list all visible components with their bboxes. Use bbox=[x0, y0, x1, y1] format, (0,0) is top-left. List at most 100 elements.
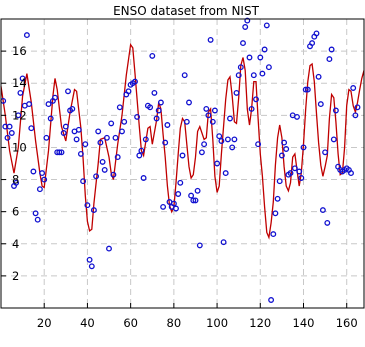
y-tick-label: 4 bbox=[12, 237, 19, 251]
data-points-series bbox=[0, 17, 361, 303]
data-point bbox=[237, 64, 244, 71]
data-point bbox=[332, 107, 339, 114]
data-point bbox=[322, 149, 329, 156]
y-tick-label: 12 bbox=[12, 108, 27, 122]
data-point bbox=[39, 170, 46, 177]
data-point bbox=[263, 22, 270, 29]
data-point bbox=[231, 136, 238, 143]
data-point bbox=[235, 72, 242, 79]
data-point bbox=[75, 126, 82, 133]
data-point bbox=[108, 120, 115, 127]
data-point bbox=[170, 200, 177, 207]
data-point bbox=[229, 144, 236, 151]
data-point bbox=[47, 115, 54, 122]
data-point bbox=[265, 64, 272, 71]
data-point bbox=[328, 46, 335, 53]
data-point bbox=[93, 173, 100, 180]
data-point bbox=[103, 134, 110, 141]
data-point bbox=[97, 139, 104, 146]
plot-frame bbox=[0, 18, 365, 309]
data-point bbox=[194, 187, 201, 194]
data-point bbox=[41, 176, 48, 183]
data-point bbox=[261, 46, 268, 53]
data-point bbox=[82, 141, 89, 148]
data-point bbox=[112, 134, 119, 141]
data-point bbox=[309, 40, 316, 47]
data-point bbox=[203, 105, 210, 112]
data-point bbox=[8, 130, 15, 136]
data-point bbox=[88, 263, 95, 270]
data-point bbox=[151, 89, 158, 96]
data-point bbox=[224, 136, 231, 143]
data-point bbox=[162, 139, 169, 146]
x-tick-label: 100 bbox=[206, 316, 228, 330]
data-point bbox=[138, 147, 145, 154]
data-point bbox=[69, 105, 76, 112]
data-point bbox=[173, 205, 179, 212]
data-point bbox=[179, 152, 186, 159]
fit-line-series bbox=[0, 42, 365, 240]
chart-title: ENSO dataset from NIST bbox=[113, 4, 259, 18]
data-point bbox=[177, 179, 184, 186]
data-point bbox=[140, 175, 147, 181]
data-point bbox=[270, 231, 277, 238]
x-tick-label: 80 bbox=[167, 316, 182, 330]
data-point bbox=[315, 73, 322, 80]
data-point bbox=[116, 104, 123, 111]
data-point bbox=[4, 134, 11, 141]
data-point bbox=[90, 207, 97, 214]
data-point bbox=[281, 139, 288, 146]
data-point bbox=[354, 104, 361, 111]
data-point bbox=[304, 86, 311, 93]
data-point bbox=[99, 158, 106, 165]
data-point bbox=[214, 160, 221, 167]
data-point bbox=[317, 101, 324, 108]
y-tick-label: 6 bbox=[12, 205, 19, 219]
data-point bbox=[73, 136, 80, 143]
data-point bbox=[45, 101, 52, 108]
data-point bbox=[36, 186, 43, 193]
data-point bbox=[13, 179, 20, 186]
data-point bbox=[257, 54, 264, 61]
data-point bbox=[324, 219, 331, 226]
data-point bbox=[80, 178, 87, 185]
data-point bbox=[233, 89, 240, 96]
data-point bbox=[101, 166, 108, 173]
data-point bbox=[330, 136, 337, 143]
data-point bbox=[23, 32, 30, 39]
data-point bbox=[296, 168, 303, 175]
data-point bbox=[147, 104, 154, 111]
data-point bbox=[84, 202, 91, 209]
data-point bbox=[32, 210, 39, 217]
data-point bbox=[155, 107, 162, 114]
data-point bbox=[255, 141, 262, 148]
data-point bbox=[160, 203, 167, 210]
x-tick-label: 140 bbox=[293, 316, 315, 330]
y-tick-label: 2 bbox=[12, 269, 19, 283]
axis-ticks: 2 4 6 8 10 12 14 16 20 40 60 80 100 120 140 160 bbox=[1, 44, 358, 330]
data-point bbox=[291, 165, 298, 172]
data-point bbox=[62, 123, 69, 130]
data-point bbox=[121, 118, 128, 125]
data-point bbox=[149, 52, 156, 59]
data-point bbox=[240, 40, 246, 47]
data-point bbox=[164, 122, 171, 128]
data-point bbox=[294, 113, 300, 120]
y-tick-label: 16 bbox=[12, 44, 27, 58]
data-point bbox=[136, 152, 143, 159]
data-point bbox=[142, 136, 149, 143]
data-point bbox=[278, 152, 285, 159]
data-point bbox=[134, 113, 141, 120]
data-point bbox=[272, 210, 279, 217]
data-point bbox=[114, 154, 121, 161]
data-point bbox=[17, 89, 24, 96]
data-point bbox=[319, 207, 326, 214]
x-tick-label: 60 bbox=[123, 316, 138, 330]
data-point bbox=[352, 112, 359, 119]
grid bbox=[1, 19, 364, 308]
data-point bbox=[190, 197, 197, 204]
data-point bbox=[283, 146, 290, 152]
data-point bbox=[86, 256, 93, 263]
data-point bbox=[192, 197, 199, 204]
data-point bbox=[201, 141, 208, 148]
